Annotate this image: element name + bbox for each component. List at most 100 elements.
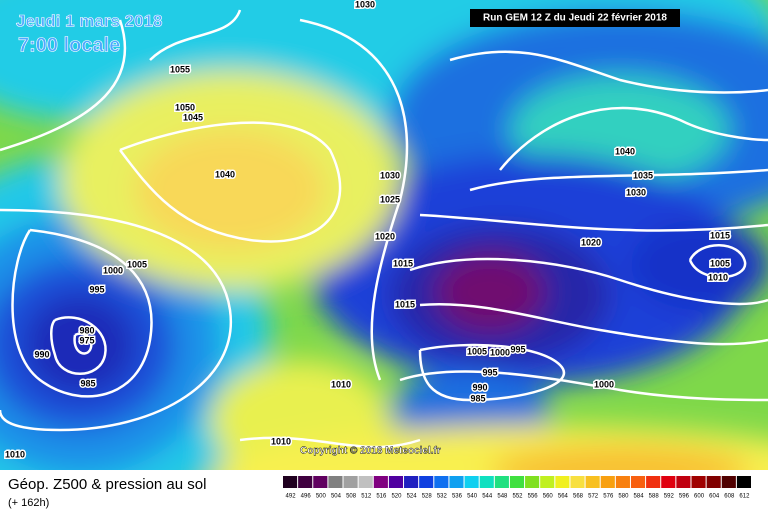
colorbar-label: 528	[422, 494, 433, 500]
colorbar-label: 564	[558, 494, 569, 500]
colorbar: 492 496 500 504 508 512 516 520 524 528 532 536 540 5…	[283, 476, 751, 500]
colorbar-swatch	[691, 476, 706, 488]
colorbar-swatch	[555, 476, 570, 488]
isobar-label: 1015	[710, 230, 730, 240]
colorbar-label: 580	[618, 494, 629, 500]
colorbar-label: 496	[301, 494, 312, 500]
colorbar-swatch	[646, 476, 661, 488]
colorbar-swatch	[388, 476, 404, 488]
colorbar-swatch	[479, 476, 494, 488]
isobar-label: 1010	[5, 449, 25, 459]
footer-title: Géop. Z500 & pression au sol	[8, 476, 206, 493]
isobar-label: 1035	[633, 170, 653, 180]
isobar-label: 1010	[331, 379, 351, 389]
colorbar-label: 608	[724, 494, 735, 500]
isobar-label: 995	[89, 284, 104, 294]
colorbar-swatch	[661, 476, 676, 488]
colorbar-label: 504	[331, 494, 342, 500]
colorbar-swatch	[419, 476, 434, 488]
run-info: Run GEM 12 Z du Jeudi 22 février 2018	[483, 13, 667, 24]
isobar-label: 1055	[170, 64, 190, 74]
colorbar-label: 532	[437, 494, 448, 500]
colorbar-swatch	[525, 476, 540, 488]
forecast-date: Jeudi 1 mars 2018	[16, 11, 162, 30]
isobar-label: 1000	[103, 265, 123, 275]
colorbar-swatch	[570, 476, 585, 488]
isobar-label: 1015	[393, 258, 413, 268]
isobar-label: 1030	[380, 170, 400, 180]
forecast-time: 7:00 locale	[18, 34, 120, 56]
colorbar-swatch	[615, 476, 630, 488]
isobar-label: 1010	[708, 272, 728, 282]
colorbar-swatch	[494, 476, 509, 488]
copyright: Copyright © 2018 Meteociel.fr	[300, 446, 441, 457]
isobar-label: 1000	[490, 347, 510, 357]
colorbar-swatch	[343, 476, 358, 488]
colorbar-swatch	[630, 476, 646, 488]
colorbar-label: 600	[694, 494, 705, 500]
colorbar-swatch	[706, 476, 721, 488]
colorbar-swatch	[313, 476, 328, 488]
colorbar-label: 588	[649, 494, 660, 500]
colorbar-swatch	[464, 476, 479, 488]
colorbar-label: 544	[482, 494, 493, 500]
isobar-label: 1040	[215, 169, 235, 179]
isobar-label: 1015	[395, 299, 415, 309]
isobar-label: 975	[79, 335, 94, 345]
colorbar-label: 568	[573, 494, 584, 500]
colorbar-label: 492	[286, 494, 297, 500]
colorbar-swatch	[585, 476, 600, 488]
colorbar-swatch	[298, 476, 313, 488]
isobar-label: 1045	[183, 112, 203, 122]
colorbar-swatch	[600, 476, 615, 488]
isobar-label: 1020	[581, 237, 601, 247]
colorbar-label: 584	[634, 494, 645, 500]
colorbar-swatch	[540, 476, 555, 488]
isobar-label: 1040	[615, 146, 635, 156]
colorbar-swatch	[358, 476, 373, 488]
footer-subtitle: (+ 162h)	[8, 497, 49, 509]
colorbar-label: 520	[391, 494, 402, 500]
colorbar-swatch	[328, 476, 343, 488]
colorbar-label: 536	[452, 494, 463, 500]
isobar-label: 1050	[175, 102, 195, 112]
colorbar-swatch	[373, 476, 388, 488]
colorbar-swatch	[721, 476, 736, 488]
colorbar-label: 592	[664, 494, 675, 500]
colorbar-swatch	[449, 476, 464, 488]
isobar-label: 1030	[355, 0, 375, 9]
colorbar-label: 556	[528, 494, 539, 500]
isobar-label: 1005	[127, 259, 147, 269]
colorbar-label: 596	[679, 494, 690, 500]
colorbar-label: 572	[588, 494, 599, 500]
isobar-label: 995	[482, 367, 497, 377]
colorbar-label: 604	[709, 494, 720, 500]
isobar-label: 1005	[467, 346, 487, 356]
isobar-label: 985	[470, 393, 485, 403]
isobar-label: 985	[80, 378, 95, 388]
colorbar-label: 524	[407, 494, 418, 500]
colorbar-label: 508	[346, 494, 357, 500]
isobar-label: 990	[34, 349, 49, 359]
isobar-label: 995	[510, 344, 525, 354]
isobar-label: 1030	[626, 187, 646, 197]
colorbar-swatch	[509, 476, 525, 488]
colorbar-label: 552	[512, 494, 523, 500]
colorbar-swatch	[676, 476, 691, 488]
isobar-label: 990	[472, 382, 487, 392]
colorbar-label: 516	[376, 494, 387, 500]
colorbar-swatch	[404, 476, 419, 488]
colorbar-label: 500	[316, 494, 327, 500]
colorbar-swatch	[434, 476, 449, 488]
colorbar-label: 548	[497, 494, 508, 500]
colorbar-label: 576	[603, 494, 614, 500]
colorbar-swatch	[736, 476, 751, 488]
isobar-label: 980	[79, 325, 94, 335]
isobar-label: 1010	[271, 436, 291, 446]
isobar-label: 1025	[380, 194, 400, 204]
colorbar-label: 560	[543, 494, 554, 500]
colorbar-label: 540	[467, 494, 478, 500]
